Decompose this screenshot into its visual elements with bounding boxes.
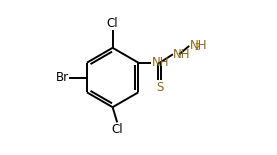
Text: 2: 2 (194, 43, 200, 52)
Text: S: S (156, 81, 164, 94)
Text: Cl: Cl (112, 123, 123, 136)
Text: Br: Br (55, 71, 69, 84)
Text: NH: NH (152, 56, 169, 69)
Text: NH: NH (173, 48, 191, 61)
Text: NH: NH (189, 39, 207, 52)
Text: Cl: Cl (107, 17, 119, 30)
